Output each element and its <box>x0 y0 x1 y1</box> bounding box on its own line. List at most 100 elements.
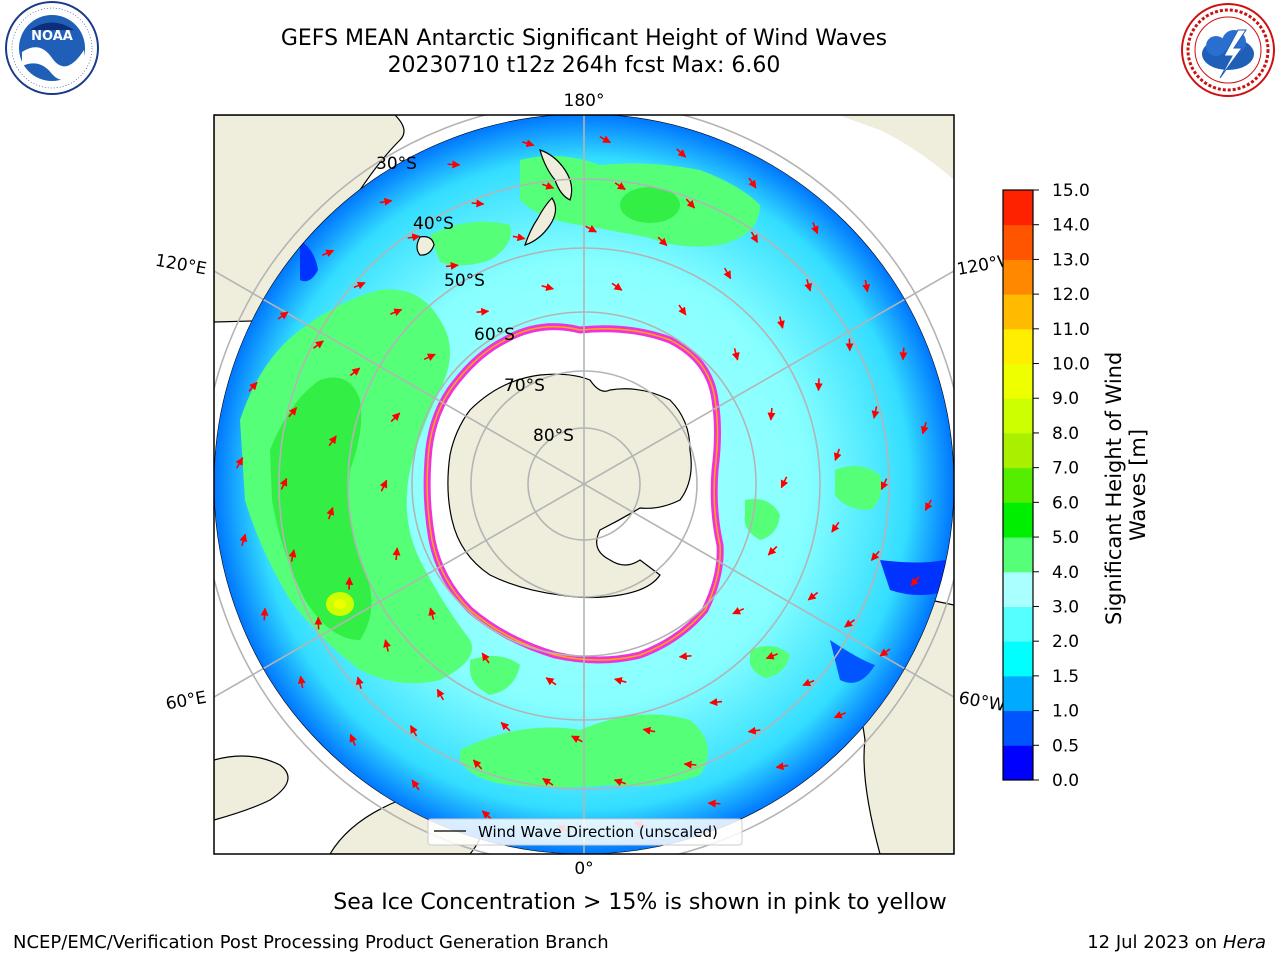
colorbar-band <box>1003 571 1033 607</box>
antarctica-landmass <box>447 373 692 599</box>
wind-wave-arrow <box>326 506 335 520</box>
colorbar-tick-label: 8.0 <box>1052 424 1079 444</box>
wind-wave-arrow <box>807 591 819 601</box>
noaa-logo-text: NOAA <box>31 29 73 44</box>
colorbar-band <box>1003 502 1033 538</box>
wind-wave-arrow <box>613 778 627 787</box>
colorbar-tick-label: 7.0 <box>1052 459 1079 479</box>
wind-wave-arrow <box>767 545 778 556</box>
wind-wave-arrow <box>313 340 324 349</box>
wind-wave-arrow <box>447 160 461 169</box>
page-title: GEFS MEAN Antarctic Significant Height o… <box>280 26 888 51</box>
colorbar-ticks: 0.0 0.5 1.0 1.5 2.0 3.0 4.0 5.0 6.0 7.0 8.0 9.0 10.0… <box>1033 181 1090 791</box>
wind-wave-arrow <box>614 182 626 191</box>
footer-host: Hera <box>1222 932 1266 953</box>
wind-wave-arrow <box>392 547 401 561</box>
graticule <box>214 115 954 854</box>
colorbar-tick-label: 15.0 <box>1052 181 1090 201</box>
wind-wave-arrow <box>476 307 490 316</box>
wind-wave-arrow <box>545 677 557 686</box>
wind-wave-arrow <box>500 721 511 732</box>
wind-wave-arrow <box>521 139 535 148</box>
wind-wave-arrow <box>599 135 611 144</box>
colorbar-tick-label: 12.0 <box>1052 285 1090 305</box>
wind-wave-arrow <box>814 378 823 392</box>
wind-wave-arrow <box>481 810 492 820</box>
footer-date-text: 12 Jul 2023 on <box>1087 932 1223 953</box>
lon-label-0: 0° <box>574 859 593 879</box>
colorbar-tick-label: 14.0 <box>1052 216 1090 236</box>
page-subtitle: 20230710 t12z 264h fcst Max: 6.60 <box>387 53 781 78</box>
wind-wave-arrow <box>910 576 920 587</box>
wind-wave-arrow <box>390 308 403 316</box>
legend-label: Wind Wave Direction (unscaled) <box>478 823 718 841</box>
wind-wave-arrow <box>570 735 583 743</box>
lat-label-80s: 80°S <box>533 426 574 446</box>
colorbar-tick-label: 1.0 <box>1052 702 1079 722</box>
wind-wave-arrow <box>765 652 778 660</box>
wind-wave-arrow <box>709 698 723 707</box>
colorbar-band <box>1003 745 1033 781</box>
wind-wave-arrow <box>676 148 687 158</box>
wind-wave-arrow <box>349 367 361 377</box>
colorbar-band <box>1003 328 1033 365</box>
wind-wave-arrow <box>512 233 526 242</box>
wind-wave-arrow <box>277 311 289 320</box>
wind-wave-arrow <box>481 652 490 664</box>
wind-wave-arrow <box>833 448 842 462</box>
wind-wave-arrow <box>804 279 813 292</box>
new-zealand <box>524 149 573 246</box>
noaa-logo: NOAA <box>5 1 99 95</box>
colorbar-tick-label: 3.0 <box>1052 597 1079 617</box>
wind-wave-arrow <box>235 457 244 469</box>
wind-wave-arrow <box>541 283 555 291</box>
colorbar-band <box>1003 294 1033 330</box>
wind-wave-arrow <box>407 233 421 242</box>
wind-wave-arrow <box>288 406 298 418</box>
wind-wave-arrow <box>288 549 297 562</box>
wind-wave-arrow <box>423 353 436 361</box>
sea-ice-caption: Sea Ice Concentration > 15% is shown in … <box>333 890 947 915</box>
colorbar-tick-label: 9.0 <box>1052 389 1079 409</box>
wind-wave-arrow <box>924 499 933 511</box>
colorbar-tick-label: 4.0 <box>1052 563 1079 583</box>
lat-label-40s: 40°S <box>413 214 454 234</box>
lat-label-30s: 30°S <box>376 154 417 174</box>
wind-wave-arrow <box>297 675 306 689</box>
wind-wave-arrow <box>322 249 335 257</box>
map-frame <box>213 114 955 855</box>
colorbar-band <box>1003 710 1033 746</box>
wind-wave-arrow <box>345 576 354 590</box>
wind-wave-arrow <box>802 678 815 687</box>
wind-wave-arrow <box>328 435 337 447</box>
colorbar-tick-label: 6.0 <box>1052 493 1079 513</box>
wind-wave-arrow <box>879 648 891 657</box>
wind-wave-arrow <box>831 521 840 533</box>
wind-wave-arrow <box>379 479 388 492</box>
map-legend: Wind Wave Direction (unscaled) <box>427 818 743 846</box>
wind-wave-arrow <box>780 476 789 489</box>
wind-wave-arrow <box>678 652 692 661</box>
wind-wave-arrow <box>248 381 258 392</box>
wind-wave-arrow <box>899 347 908 361</box>
wind-wave-arrow <box>471 199 485 208</box>
wind-wave-arrow <box>775 762 789 771</box>
wind-wave-arrow <box>541 181 555 190</box>
wind-wave-arrow <box>239 533 248 547</box>
wind-wave-arrow <box>732 607 745 615</box>
colorbar-tick-label: 11.0 <box>1052 320 1090 340</box>
wind-wave-arrow <box>542 777 554 786</box>
colorbar-outline <box>1002 189 1034 781</box>
wind-wave-arrow <box>657 236 668 247</box>
colorbar-label-line1: Significant Height of Wind <box>1102 352 1126 625</box>
wind-wave-arrow <box>723 267 732 280</box>
wind-wave-arrow <box>472 759 483 770</box>
colorbar-band <box>1003 537 1033 573</box>
wind-wave-arrow <box>777 316 785 329</box>
wind-wave-arrow <box>428 607 437 620</box>
colorbar-band <box>1003 398 1033 434</box>
colorbar-band <box>1003 190 1033 226</box>
colorbar-band <box>1003 432 1033 469</box>
wind-wave-arrow <box>409 725 418 737</box>
